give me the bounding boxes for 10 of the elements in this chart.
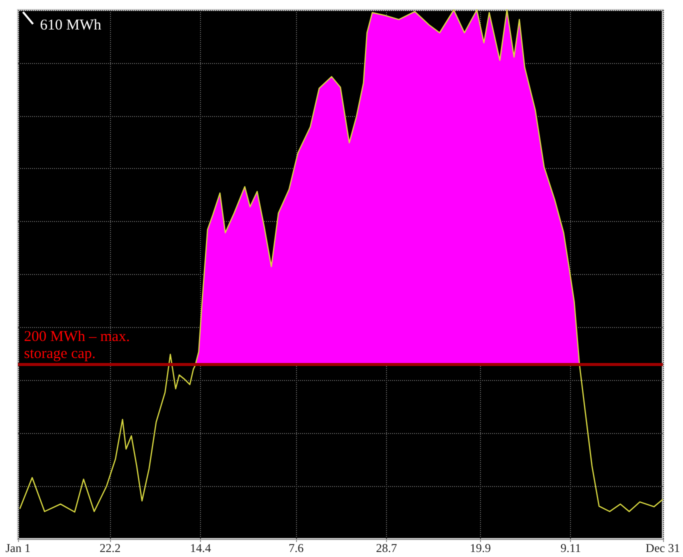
x-tick-label: Jan 1 — [6, 541, 30, 555]
annotation: 610 MWh — [40, 18, 102, 34]
x-tick-label: 19.9 — [470, 541, 491, 555]
x-tick-label: 22.2 — [100, 541, 121, 555]
x-tick-label: 14.4 — [190, 541, 211, 555]
x-tick-label: Dec 31 — [646, 541, 680, 555]
ref-line-label: 200 MWh – max. storage cap. — [24, 328, 134, 362]
x-tick-label: 7.6 — [288, 541, 304, 555]
x-tick-label: 28.7 — [376, 541, 397, 555]
x-tick-label: 9.11 — [560, 541, 581, 555]
